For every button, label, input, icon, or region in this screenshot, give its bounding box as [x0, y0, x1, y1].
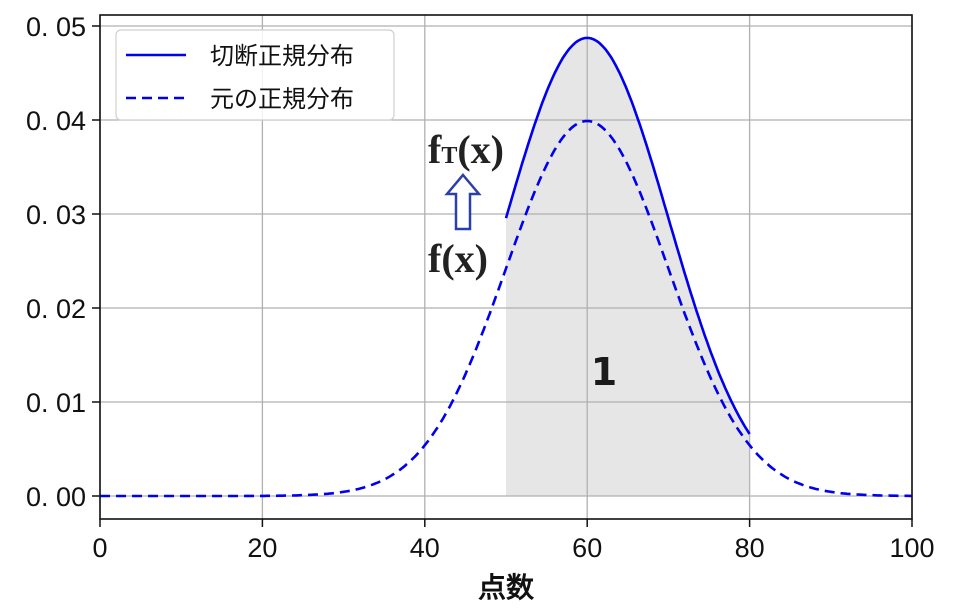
- x-axis-ticks: 0 20 40 60 80 100: [92, 519, 935, 563]
- ft-annotation: fT(x): [428, 127, 504, 172]
- legend: 切断正規分布 元の正規分布: [115, 29, 395, 121]
- legend-label-truncated: 切断正規分布: [210, 42, 354, 70]
- y-tick-label: 0. 03: [26, 200, 86, 230]
- plot-frame: [99, 14, 913, 520]
- truncated-normal-curve: [504, 36, 751, 435]
- x-tick-label: 60: [572, 533, 602, 563]
- y-tick-label: 0. 04: [26, 106, 86, 136]
- grid-lines-over-shade: [506, 37, 750, 497]
- x-tick-label: 40: [410, 533, 440, 563]
- y-tick-label: 0. 05: [26, 12, 86, 42]
- original-normal-curve: [100, 119, 912, 498]
- x-axis-label: 点数: [478, 571, 535, 604]
- y-tick-label: 0. 00: [26, 482, 86, 512]
- area-label: 1: [591, 350, 617, 394]
- x-tick-label: 0: [92, 533, 107, 563]
- x-tick-label: 80: [735, 533, 765, 563]
- y-tick-label: 0. 01: [26, 388, 86, 418]
- legend-label-original: 元の正規分布: [210, 85, 354, 113]
- f-annotation: f(x): [428, 236, 488, 281]
- y-tick-label: 0. 02: [26, 294, 86, 324]
- shaded-area: [506, 37, 750, 497]
- x-tick-label: 20: [247, 533, 277, 563]
- arrow-up-icon: [444, 173, 482, 231]
- x-tick-label: 100: [889, 533, 934, 563]
- y-axis-ticks: 0. 00 0. 01 0. 02 0. 03 0. 04 0. 05: [26, 12, 100, 512]
- legend-box: [115, 29, 395, 121]
